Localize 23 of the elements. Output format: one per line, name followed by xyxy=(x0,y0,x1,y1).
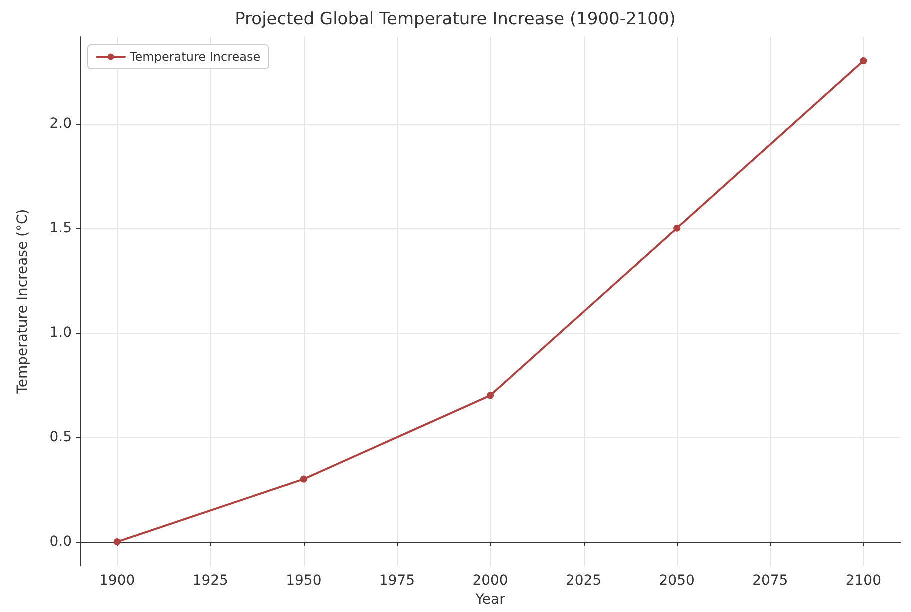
y-tick-label: 0.5 xyxy=(50,429,72,446)
y-tick-label: 1.0 xyxy=(50,324,72,341)
x-tick-label: 1925 xyxy=(192,573,228,590)
x-tick-label: 2050 xyxy=(659,573,695,590)
point xyxy=(674,224,681,232)
x-tick-label: 1950 xyxy=(286,573,322,590)
x-tick-label: 1975 xyxy=(379,573,416,590)
y-tick-label: 0.0 xyxy=(50,534,72,550)
point xyxy=(860,58,868,65)
y-tick-label: 2.0 xyxy=(50,116,72,132)
y-tick-label: 1.5 xyxy=(50,220,72,236)
x-tick-label: 2025 xyxy=(566,573,602,590)
point xyxy=(487,392,494,400)
point xyxy=(300,476,308,483)
point xyxy=(114,538,121,546)
x-tick-label: 1900 xyxy=(100,573,136,590)
x-tick-label: 2075 xyxy=(752,573,788,590)
x-axis-title: Year xyxy=(474,592,506,608)
chart-title: Projected Global Temperature Increase (1900-2100) xyxy=(235,10,676,30)
x-tick-label: 2100 xyxy=(846,573,882,590)
x-tick-label: 2000 xyxy=(472,573,508,590)
legend-label: Temperature Increase xyxy=(129,50,261,64)
y-axis-title: Temperature Increase (°C) xyxy=(15,209,31,395)
